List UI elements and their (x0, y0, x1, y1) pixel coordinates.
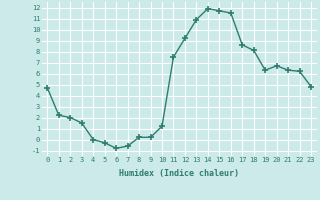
X-axis label: Humidex (Indice chaleur): Humidex (Indice chaleur) (119, 169, 239, 178)
